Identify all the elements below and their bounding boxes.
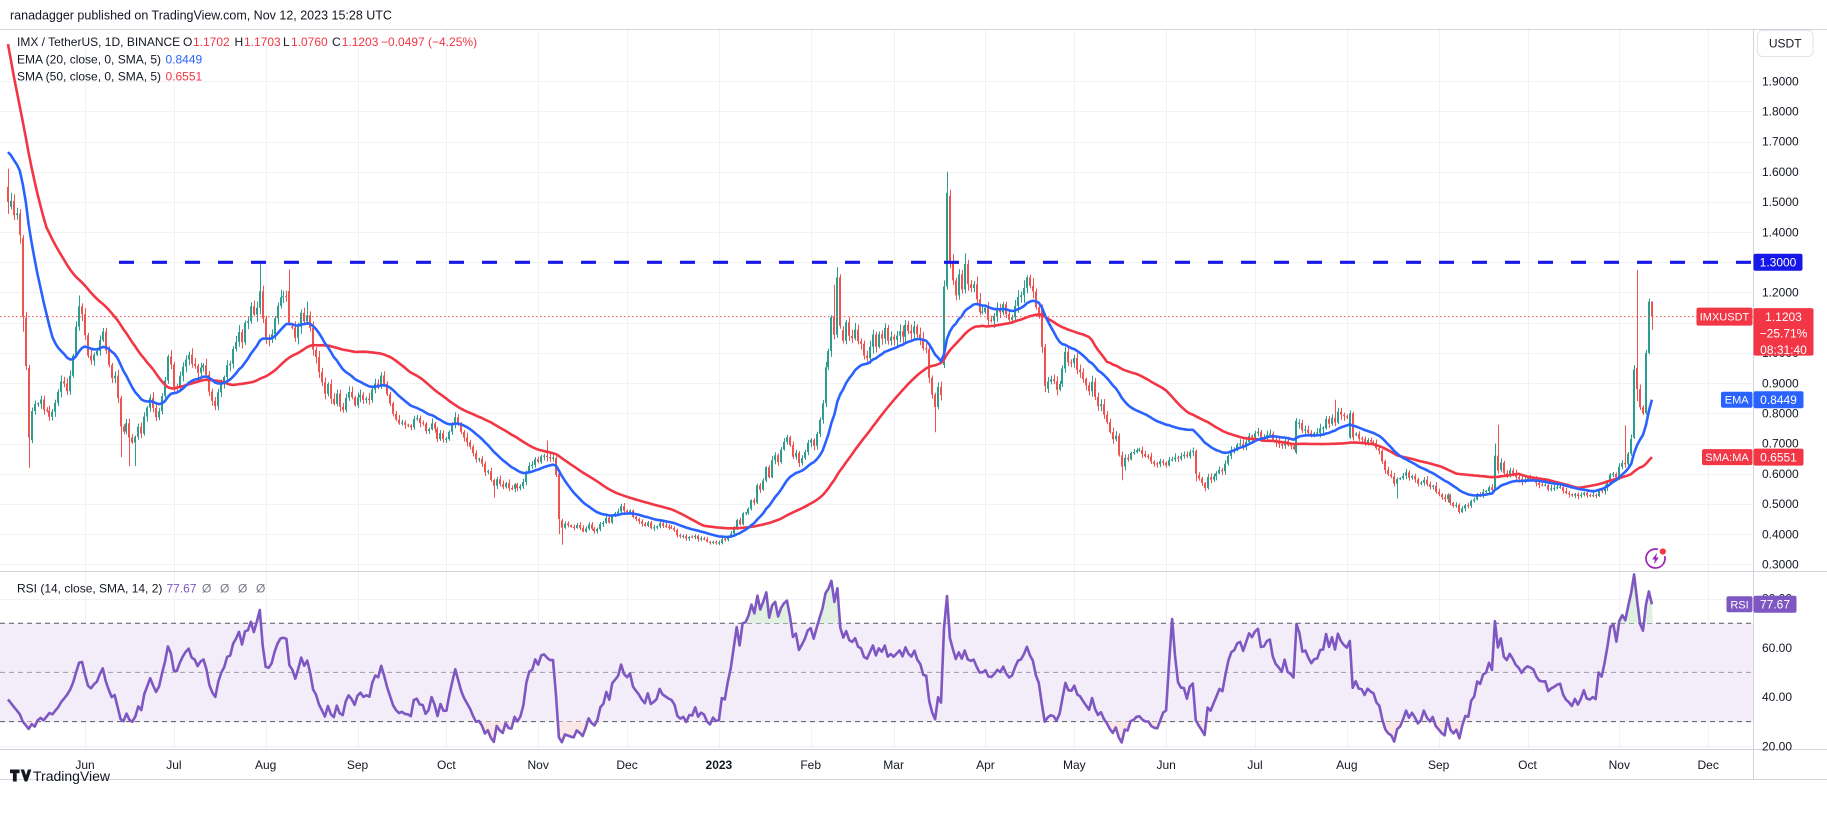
svg-text:EMA: EMA [1725, 395, 1750, 407]
svg-text:IMXUSDT: IMXUSDT [1700, 312, 1750, 324]
svg-text:Apr: Apr [976, 758, 995, 772]
svg-text:0.6000: 0.6000 [1762, 467, 1799, 481]
svg-text:Ø: Ø [202, 582, 211, 596]
svg-text:77.67: 77.67 [167, 582, 197, 596]
svg-text:Mar: Mar [883, 758, 904, 772]
svg-text:Dec: Dec [616, 758, 637, 772]
svg-text:SMA (50, close, 0, SMA, 5): SMA (50, close, 0, SMA, 5) [17, 70, 161, 84]
svg-text:Nov: Nov [528, 758, 549, 772]
svg-text:0.8449: 0.8449 [166, 53, 203, 67]
svg-text:Ø: Ø [238, 582, 247, 596]
svg-text:May: May [1063, 758, 1086, 772]
svg-text:1.1203: 1.1203 [342, 35, 379, 49]
svg-text:2023: 2023 [706, 758, 733, 772]
svg-text:0.5000: 0.5000 [1762, 497, 1799, 511]
svg-text:C: C [332, 35, 341, 49]
svg-text:Jun: Jun [75, 758, 94, 772]
svg-text:Jul: Jul [1247, 758, 1262, 772]
svg-text:1.1203: 1.1203 [1765, 310, 1802, 324]
svg-text:Ø: Ø [220, 582, 229, 596]
svg-text:1.0760: 1.0760 [291, 35, 328, 49]
svg-text:Ø: Ø [256, 582, 265, 596]
svg-text:Sep: Sep [347, 758, 369, 772]
svg-text:0.4000: 0.4000 [1762, 527, 1799, 541]
svg-text:0.6551: 0.6551 [166, 70, 203, 84]
svg-text:Oct: Oct [1518, 758, 1537, 772]
svg-text:40.00: 40.00 [1762, 690, 1792, 704]
svg-text:Nov: Nov [1609, 758, 1630, 772]
svg-text:ranadagger published on Tradin: ranadagger published on TradingView.com,… [10, 9, 392, 23]
svg-text:L: L [283, 35, 290, 49]
svg-text:1.5000: 1.5000 [1762, 195, 1799, 209]
svg-text:Aug: Aug [255, 758, 276, 772]
svg-text:20.00: 20.00 [1762, 739, 1792, 753]
svg-text:60.00: 60.00 [1762, 641, 1792, 655]
svg-text:SMA:MA: SMA:MA [1705, 452, 1749, 464]
svg-text:1.8000: 1.8000 [1762, 105, 1799, 119]
svg-text:0.8449: 0.8449 [1760, 393, 1797, 407]
svg-text:08:31:40: 08:31:40 [1760, 343, 1807, 357]
svg-text:0.7000: 0.7000 [1762, 437, 1799, 451]
svg-text:Jun: Jun [1156, 758, 1175, 772]
svg-text:−0.0497 (−4.25%): −0.0497 (−4.25%) [381, 35, 477, 49]
svg-text:1.9000: 1.9000 [1762, 74, 1799, 88]
svg-text:Sep: Sep [1428, 758, 1450, 772]
svg-text:1.6000: 1.6000 [1762, 165, 1799, 179]
svg-text:0.8000: 0.8000 [1762, 407, 1799, 421]
svg-text:USDT: USDT [1769, 37, 1802, 51]
svg-text:1.2000: 1.2000 [1762, 286, 1799, 300]
svg-text:0.9000: 0.9000 [1762, 376, 1799, 390]
svg-text:1.1703: 1.1703 [244, 35, 281, 49]
svg-text:0.6551: 0.6551 [1760, 450, 1797, 464]
svg-text:RSI (14, close, SMA, 14, 2): RSI (14, close, SMA, 14, 2) [17, 582, 162, 596]
svg-text:Feb: Feb [800, 758, 821, 772]
svg-text:−25.71%: −25.71% [1760, 326, 1808, 340]
svg-text:77.67: 77.67 [1760, 597, 1790, 611]
svg-text:RSI: RSI [1730, 599, 1748, 611]
svg-text:Jul: Jul [166, 758, 181, 772]
svg-text:Oct: Oct [437, 758, 456, 772]
svg-text:Dec: Dec [1698, 758, 1719, 772]
svg-text:1.1702: 1.1702 [193, 35, 230, 49]
svg-text:1.7000: 1.7000 [1762, 135, 1799, 149]
svg-text:H: H [235, 35, 244, 49]
svg-text:TradingView: TradingView [33, 768, 111, 784]
svg-text:IMX / TetherUS, 1D, BINANCE: IMX / TetherUS, 1D, BINANCE [17, 35, 180, 49]
svg-text:EMA (20, close, 0, SMA, 5): EMA (20, close, 0, SMA, 5) [17, 53, 161, 67]
svg-text:Aug: Aug [1336, 758, 1357, 772]
svg-text:1.3000: 1.3000 [1760, 256, 1797, 270]
svg-text:0.3000: 0.3000 [1762, 558, 1799, 572]
svg-text:O: O [183, 35, 192, 49]
svg-text:1.4000: 1.4000 [1762, 225, 1799, 239]
